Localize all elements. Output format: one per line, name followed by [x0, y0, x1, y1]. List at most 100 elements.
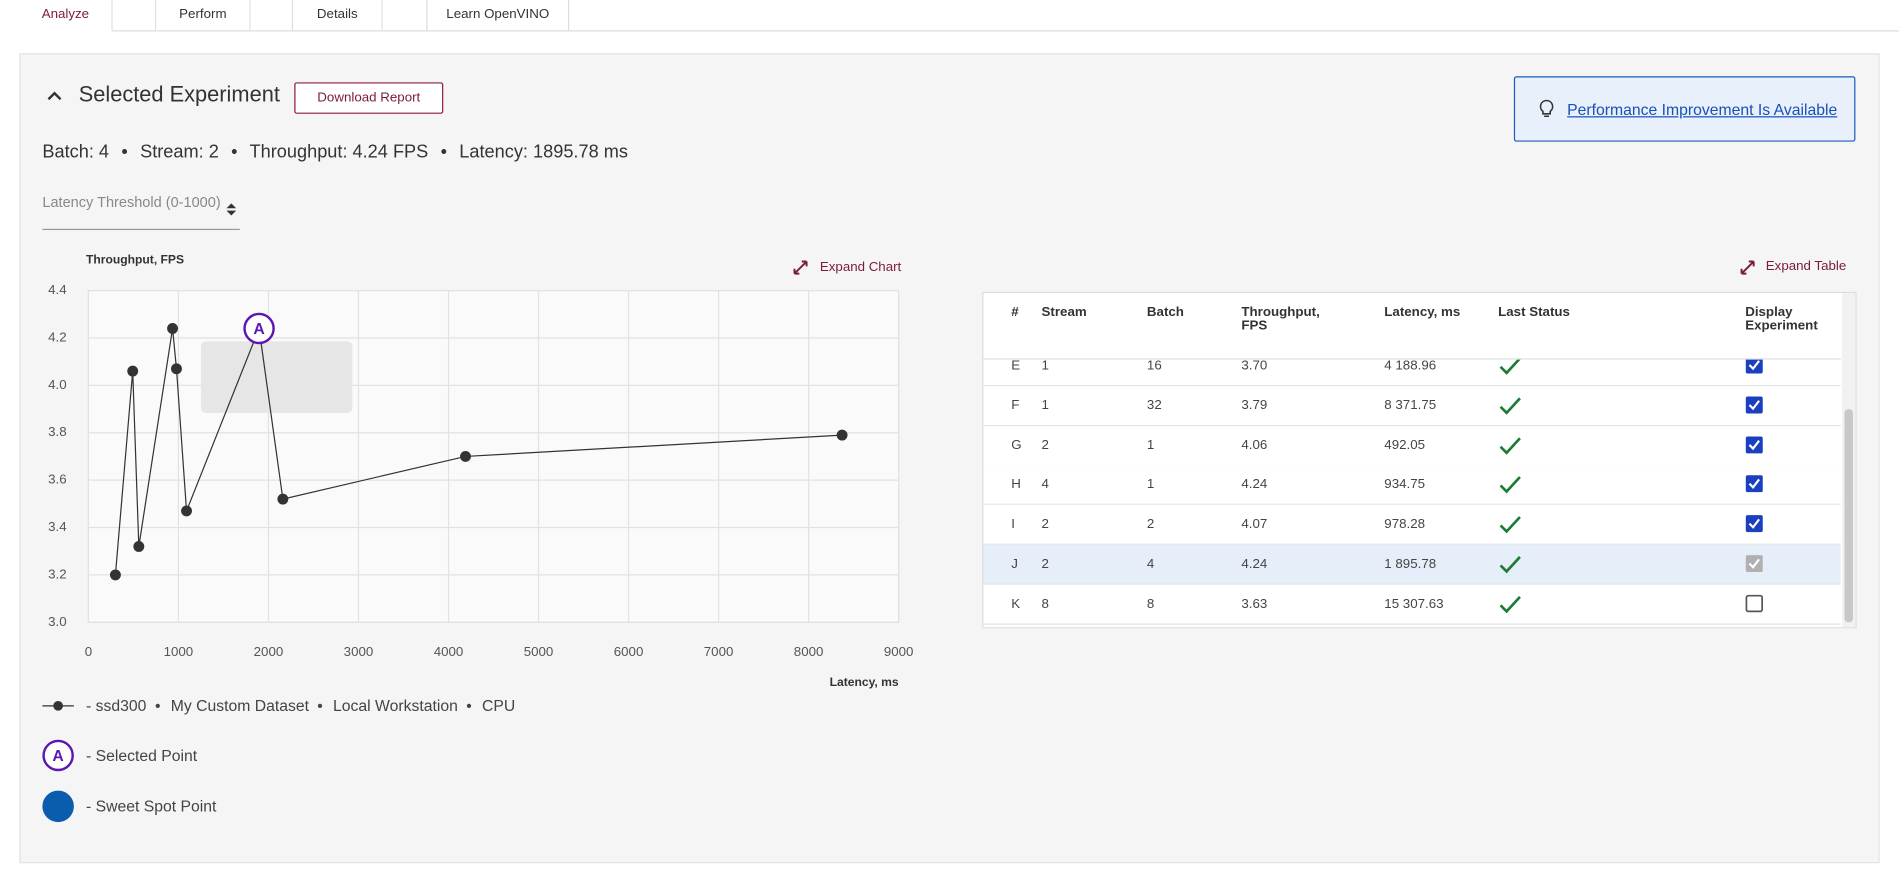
legend-text: - Sweet Spot Point	[86, 799, 217, 816]
checkbox-box	[1745, 435, 1763, 453]
table-cell: 4 188.96	[1384, 359, 1437, 373]
tab-line	[568, 30, 1899, 32]
status-success	[1499, 436, 1521, 455]
table-cell: 32	[1146, 398, 1162, 413]
tab[interactable]: Details	[293, 0, 383, 32]
tab[interactable]: Perform	[156, 0, 251, 32]
y-tick-label: 4.4	[48, 282, 67, 297]
table-cell: 3.70	[1241, 359, 1268, 373]
selected-point[interactable]	[243, 312, 275, 345]
data-point[interactable]	[133, 541, 145, 552]
display-checkbox[interactable]	[1745, 359, 1764, 376]
x-axis-title: Latency, ms	[830, 675, 899, 689]
table-row: K 8 8 3.63 15 307.63	[983, 584, 1841, 625]
legend-text: CPU	[482, 698, 515, 715]
scrollbar-thumb[interactable]	[1844, 409, 1853, 623]
summary-item: Batch: 4	[42, 141, 110, 163]
table-cell: 2	[1041, 517, 1049, 532]
plot-area	[87, 289, 900, 623]
status-success	[1499, 556, 1521, 574]
data-point[interactable]	[277, 493, 289, 505]
data-point[interactable]	[171, 363, 182, 375]
legend-selected-letter: A	[52, 748, 63, 765]
table-cell: 8 371.75	[1384, 398, 1437, 413]
y-tick-label: 4.0	[48, 377, 67, 392]
selected-letter: A	[253, 321, 264, 338]
column-header: Batch	[1146, 305, 1184, 320]
table-cell: I	[1011, 517, 1015, 532]
tab-spacer	[382, 0, 428, 32]
legend-sweet-icon	[42, 790, 74, 823]
check-icon	[1499, 516, 1521, 534]
table-cell: E	[1011, 359, 1021, 373]
expand-icon[interactable]	[1739, 259, 1756, 276]
summary-item: Latency: 1895.78 ms	[459, 141, 628, 163]
spinner[interactable]	[225, 202, 237, 217]
chart: Throughput, FPS Latency, ms Expand Chart…	[42, 253, 914, 823]
display-checkbox[interactable]	[1745, 475, 1764, 494]
checkbox-tick	[1748, 518, 1760, 530]
data-point[interactable]	[836, 429, 848, 441]
table-cell: 1	[1146, 437, 1155, 453]
download-button[interactable]: Download Report	[294, 82, 444, 114]
x-tick-label: 7000	[704, 644, 734, 659]
check-icon	[1499, 397, 1521, 415]
data-point[interactable]	[167, 323, 179, 334]
table-cell: 978.28	[1384, 517, 1426, 532]
tab[interactable]: Learn OpenVINO	[427, 0, 570, 32]
data-point[interactable]	[460, 450, 471, 462]
table-body: E 1 16 3.70 4 188.96 F 1 32 3.79 8 371.75 G 2 1 4.06 4…	[983, 359, 1841, 626]
x-tick-label: 2000	[254, 644, 284, 659]
tab-spacer	[250, 0, 294, 32]
threshold-input[interactable]: Latency Threshold (0-1000)	[42, 193, 221, 211]
table-row: F 1 32 3.79 8 371.75	[983, 385, 1841, 426]
display-checkbox[interactable]	[1745, 435, 1764, 454]
checkbox-tick	[1748, 360, 1760, 371]
column-header: Throughput, FPS	[1241, 305, 1320, 333]
collapse-icon[interactable]	[44, 85, 66, 107]
check-icon	[1499, 436, 1521, 455]
table-cell: 4	[1041, 477, 1049, 493]
data-point[interactable]	[109, 569, 121, 581]
y-tick-label: 4.2	[48, 329, 67, 344]
x-tick-label: 9000	[884, 644, 914, 659]
notice-link[interactable]: Performance Improvement Is Available	[1567, 100, 1838, 119]
table: # Stream Batch Throughput, FPS Latency, ms La…	[982, 291, 1857, 629]
tooltip-placeholder	[201, 341, 353, 413]
series-line	[114, 326, 843, 575]
summary-item: Stream: 2	[140, 141, 219, 163]
tab[interactable]: Analyze	[19, 0, 113, 32]
status-success	[1499, 397, 1521, 415]
tab-spacer	[112, 0, 157, 32]
data-point[interactable]	[181, 505, 192, 517]
table-cell: 8	[1041, 596, 1049, 612]
table-row: E 1 16 3.70 4 188.96	[983, 359, 1841, 387]
display-checkbox[interactable]	[1745, 396, 1764, 415]
check-icon	[1499, 359, 1521, 375]
expand-chart[interactable]: Expand Chart	[820, 259, 902, 274]
series: A	[109, 312, 848, 581]
separator: •	[231, 141, 238, 163]
table-cell: 4.24	[1241, 556, 1268, 572]
legend-text: Local Workstation	[333, 698, 458, 715]
checkbox-box	[1745, 475, 1763, 493]
table-cell: 934.75	[1384, 477, 1426, 493]
display-checkbox[interactable]	[1745, 515, 1764, 534]
display-checkbox[interactable]	[1745, 594, 1764, 613]
separator: •	[121, 141, 128, 163]
separator: •	[155, 698, 161, 715]
table-cell: 3.79	[1241, 398, 1268, 413]
table-cell: H	[1011, 477, 1021, 493]
table-cell: 492.05	[1384, 437, 1426, 453]
expand-icon[interactable]	[793, 260, 808, 275]
data-point[interactable]	[127, 365, 139, 377]
x-tick-label: 8000	[794, 644, 824, 659]
table-cell: 4.24	[1241, 477, 1268, 493]
summary-item: Throughput: 4.24 FPS	[249, 141, 429, 163]
column-header: Stream	[1041, 305, 1087, 320]
expand-table[interactable]: Expand Table	[1765, 259, 1847, 274]
check-icon	[1499, 556, 1521, 574]
table-cell: F	[1011, 398, 1020, 413]
status-success	[1499, 476, 1521, 494]
